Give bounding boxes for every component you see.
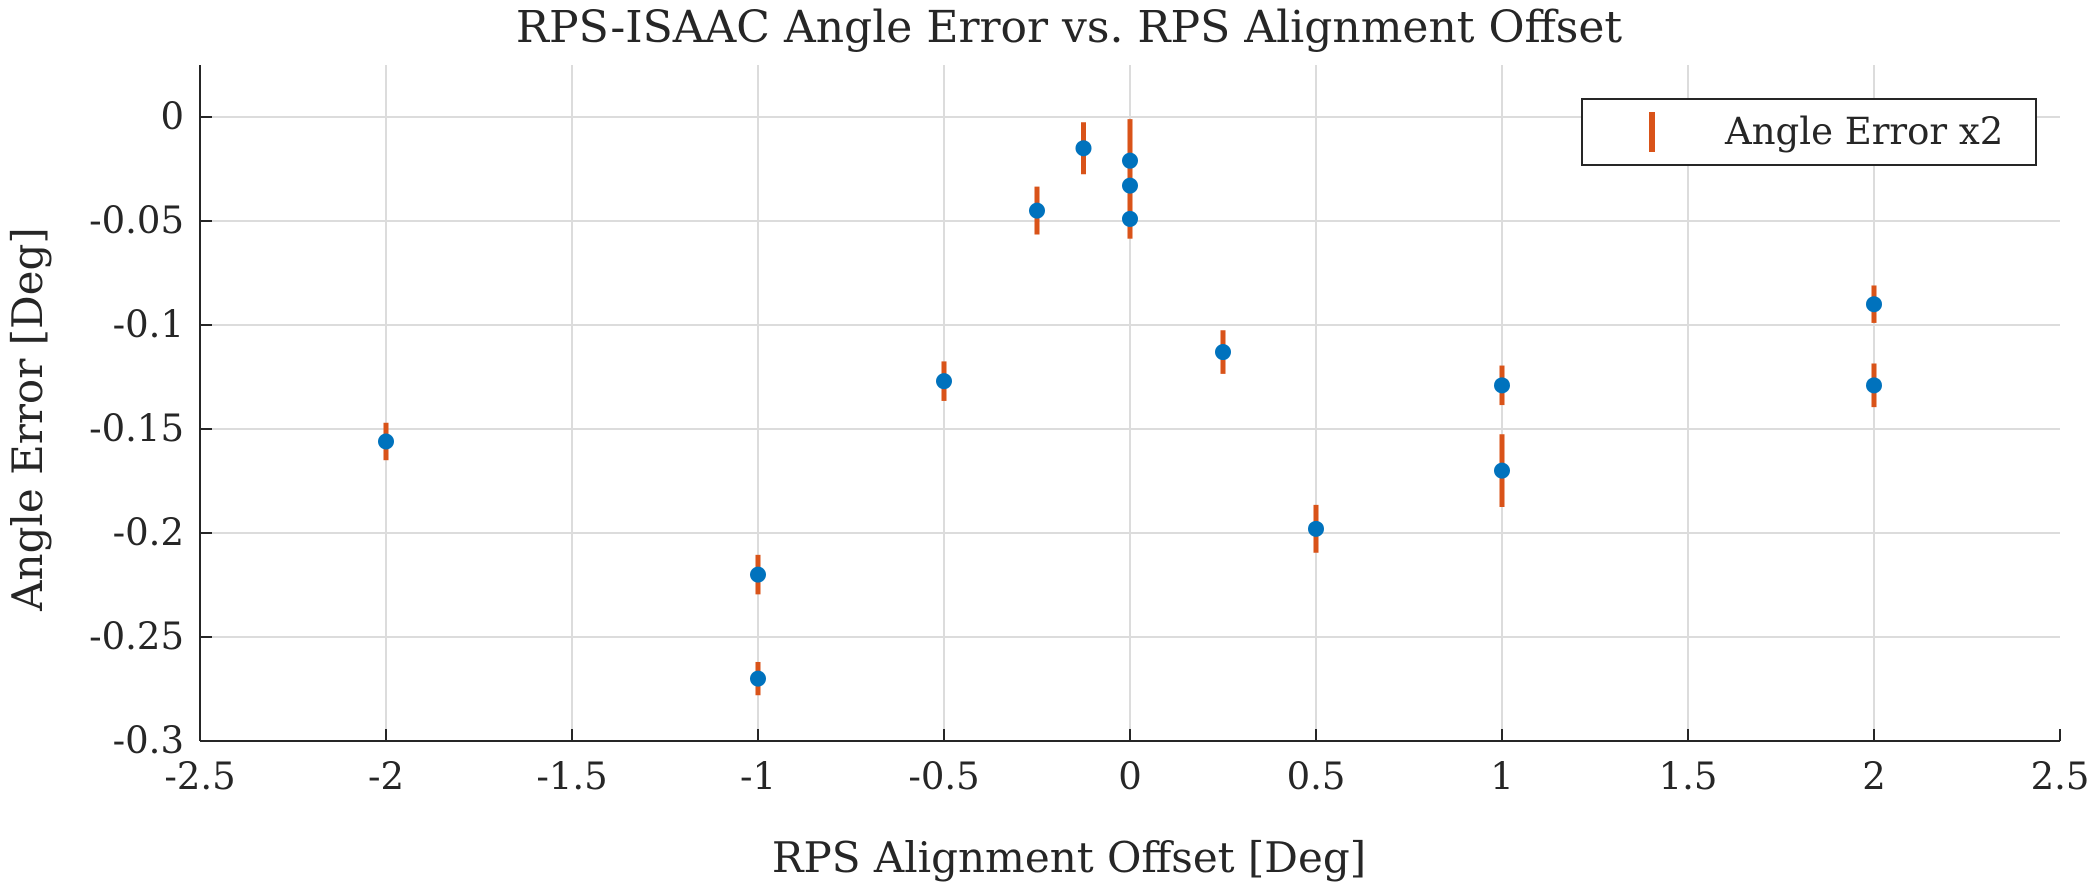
data-point xyxy=(1029,202,1045,219)
x-tick-label: 0 xyxy=(1118,755,1142,798)
y-axis-label: Angle Error [Deg] xyxy=(3,227,52,612)
x-tick-label: 2.5 xyxy=(2031,755,2090,798)
y-tick-label: 0 xyxy=(160,95,184,138)
data-point xyxy=(1866,377,1882,394)
data-point xyxy=(1122,177,1138,194)
x-tick-label: -1 xyxy=(740,755,776,798)
y-tick-label: -0.2 xyxy=(113,511,184,554)
data-point xyxy=(1122,152,1138,169)
data-point xyxy=(1215,344,1231,361)
data-point xyxy=(378,433,394,450)
legend: Angle Error x2 xyxy=(1581,98,2037,166)
legend-entry-label: Angle Error x2 xyxy=(1724,110,2003,153)
x-axis-label: RPS Alignment Offset [Deg] xyxy=(772,833,1366,882)
y-tick-label: -0.05 xyxy=(89,199,184,242)
data-point xyxy=(1494,462,1510,479)
y-tick-label: -0.3 xyxy=(113,719,184,762)
data-point xyxy=(1494,377,1510,394)
x-tick-label: 2 xyxy=(1862,755,1886,798)
x-tick-label: -0.5 xyxy=(908,755,979,798)
data-point xyxy=(750,566,766,583)
chart-title: RPS-ISAAC Angle Error vs. RPS Alignment … xyxy=(516,2,1623,53)
data-series xyxy=(378,119,1882,696)
x-tick-label: -2.5 xyxy=(164,755,235,798)
y-tick-label: -0.15 xyxy=(89,407,184,450)
data-point xyxy=(1122,210,1138,227)
data-point xyxy=(750,670,766,687)
x-tick-label: -1.5 xyxy=(536,755,607,798)
data-point xyxy=(936,373,952,390)
x-tick-label: -2 xyxy=(368,755,404,798)
y-tick-label: -0.1 xyxy=(113,303,184,346)
x-tick-label: 1 xyxy=(1490,755,1514,798)
y-tick-label: -0.25 xyxy=(89,615,184,658)
data-point xyxy=(1308,520,1324,537)
x-tick-label: 0.5 xyxy=(1287,755,1346,798)
x-axis-ticks: -2.5 -2 -1.5 -1 -0.5 0 0.5 1 1.5 2 2.5 xyxy=(164,729,2089,798)
data-point xyxy=(1075,140,1092,157)
x-tick-label: 1.5 xyxy=(1659,755,1718,798)
legend-box xyxy=(1581,98,2037,166)
y-axis-ticks: 0 -0.05 -0.1 -0.15 -0.2 -0.25 -0.3 xyxy=(89,95,212,762)
data-point xyxy=(1866,296,1882,313)
